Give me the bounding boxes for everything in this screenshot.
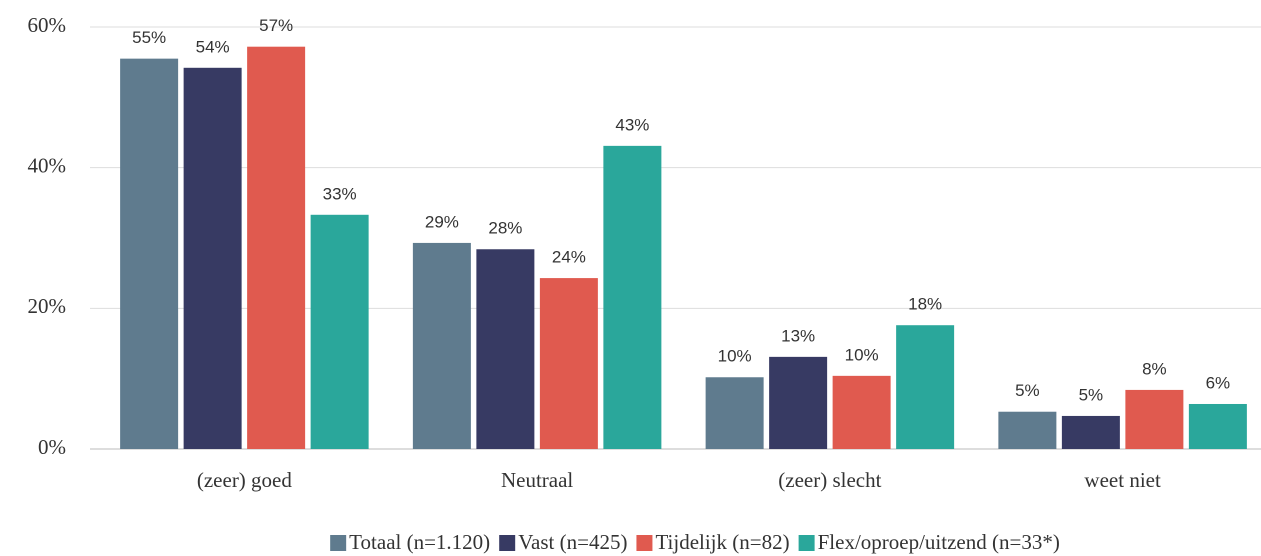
bar [603, 145, 662, 449]
data-label: 18% [908, 295, 942, 314]
bar [769, 356, 828, 449]
legend-label: Flex/oproep/uitzend (n=33*) [818, 530, 1060, 554]
legend-label: Vast (n=425) [518, 530, 627, 554]
data-label: 57% [259, 16, 293, 35]
bar [412, 242, 471, 449]
x-tick-label: weet niet [1084, 468, 1161, 492]
bar [539, 278, 598, 449]
bar [476, 249, 535, 449]
data-label: 43% [615, 115, 649, 134]
bar [896, 325, 955, 449]
data-label: 5% [1079, 385, 1104, 404]
data-label: 6% [1206, 373, 1231, 392]
x-tick-label: (zeer) goed [197, 468, 293, 492]
legend-swatch [636, 535, 653, 551]
bar [705, 377, 764, 449]
data-label: 5% [1015, 381, 1040, 400]
bar [183, 67, 242, 449]
legend-swatch [798, 535, 815, 551]
y-tick-label: 40% [28, 153, 67, 177]
bar [1061, 415, 1120, 449]
y-tick-label: 0% [38, 435, 66, 459]
data-label: 10% [718, 347, 752, 366]
bar [310, 214, 369, 449]
data-label: 28% [488, 219, 522, 238]
bar [998, 411, 1057, 449]
data-label: 54% [196, 37, 230, 56]
bar [832, 375, 891, 449]
bar [1125, 389, 1184, 449]
bar [1188, 403, 1247, 449]
y-tick-label: 60% [28, 13, 67, 37]
data-label: 29% [425, 212, 459, 231]
x-tick-label: (zeer) slecht [778, 468, 881, 492]
bar [120, 58, 179, 450]
data-label: 33% [323, 184, 357, 203]
data-label: 10% [845, 345, 879, 364]
data-label: 8% [1142, 359, 1167, 378]
data-label: 55% [132, 28, 166, 47]
data-label: 24% [552, 248, 586, 267]
legend-label: Tijdelijk (n=82) [655, 530, 789, 554]
data-label: 13% [781, 326, 815, 345]
legend-swatch [330, 535, 347, 551]
legend-label: Totaal (n=1.120) [349, 530, 490, 554]
bar [247, 46, 306, 450]
y-tick-label: 20% [28, 294, 67, 318]
x-tick-label: Neutraal [501, 468, 573, 492]
legend-swatch [499, 535, 516, 551]
